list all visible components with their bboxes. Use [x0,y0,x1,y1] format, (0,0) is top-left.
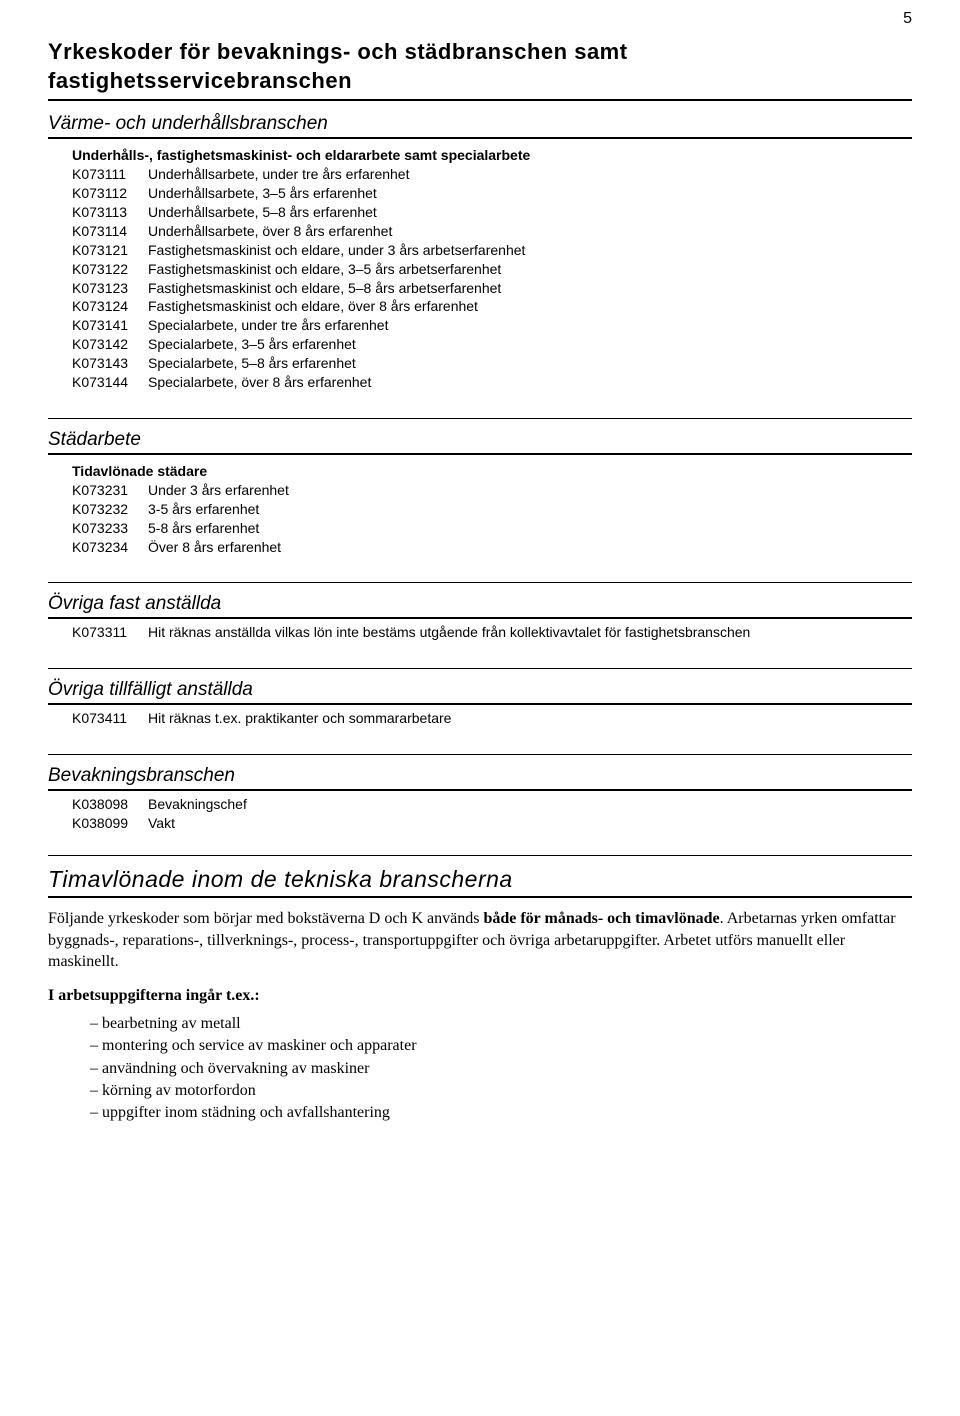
code-row: K073111Underhållsarbete, under tre års e… [72,165,912,184]
code-row: K073123Fastighetsmaskinist och eldare, 5… [72,279,912,298]
section-subheading: Tidavlönade städare [72,463,912,479]
code-text: Specialarbete, 3–5 års erfarenhet [148,335,356,354]
code-value: K073114 [72,222,148,241]
code-row: K073124Fastighetsmaskinist och eldare, ö… [72,297,912,316]
code-value: K073121 [72,241,148,260]
document-page: 5 Yrkeskoder för bevaknings- och städbra… [0,0,960,1165]
body-paragraph: Följande yrkeskoder som börjar med bokst… [48,908,912,973]
section-heading: Städarbete [48,418,912,455]
code-text: Specialarbete, 5–8 års erfarenhet [148,354,356,373]
code-value: K038099 [72,814,148,833]
code-row: K073121Fastighetsmaskinist och eldare, u… [72,241,912,260]
code-list: K073231Under 3 års erfarenhetK0732323-5 … [72,481,912,557]
code-value: K073411 [72,709,148,728]
code-value: K073232 [72,500,148,519]
dash-item: uppgifter inom städning och avfallshante… [90,1102,912,1124]
code-value: K073234 [72,538,148,557]
code-value: K073143 [72,354,148,373]
section-subheading: Underhålls-, fastighetsmaskinist- och el… [72,147,912,163]
code-text: Underhållsarbete, under tre års erfarenh… [148,165,409,184]
code-row: K073143Specialarbete, 5–8 års erfarenhet [72,354,912,373]
code-list: K073311Hit räknas anställda vilkas lön i… [72,623,912,642]
page-number: 5 [903,10,912,28]
code-row: K073122Fastighetsmaskinist och eldare, 3… [72,260,912,279]
code-text: Hit räknas t.ex. praktikanter och sommar… [148,709,451,728]
section-heading: Värme- och underhållsbranschen [48,109,912,139]
code-text: Fastighetsmaskinist och eldare, 5–8 års … [148,279,501,298]
code-list: K073411Hit räknas t.ex. praktikanter och… [72,709,912,728]
code-text: Specialarbete, över 8 års erfarenhet [148,373,371,392]
code-row: K073141Specialarbete, under tre års erfa… [72,316,912,335]
code-value: K073141 [72,316,148,335]
section-heading: Övriga tillfälligt anställda [48,668,912,705]
dash-list: bearbetning av metallmontering och servi… [90,1013,912,1125]
code-row: K0732323-5 års erfarenhet [72,500,912,519]
code-value: K073144 [72,373,148,392]
code-value: K073142 [72,335,148,354]
code-text: Vakt [148,814,175,833]
code-value: K073111 [72,165,148,184]
code-value: K073112 [72,184,148,203]
code-text: 5-8 års erfarenhet [148,519,259,538]
code-value: K073124 [72,297,148,316]
code-row: K073113Underhållsarbete, 5–8 års erfaren… [72,203,912,222]
section-heading: Bevakningsbranschen [48,754,912,791]
code-text: Underhållsarbete, 5–8 års erfarenhet [148,203,377,222]
code-row: K073142Specialarbete, 3–5 års erfarenhet [72,335,912,354]
dash-item: körning av motorfordon [90,1080,912,1102]
code-value: K073231 [72,481,148,500]
code-value: K073113 [72,203,148,222]
code-row: K073231Under 3 års erfarenhet [72,481,912,500]
dash-item: användning och övervakning av maskiner [90,1058,912,1080]
code-text: Bevakningschef [148,795,247,814]
code-value: K073311 [72,623,148,642]
code-text: Fastighetsmaskinist och eldare, 3–5 års … [148,260,501,279]
section-heading: Övriga fast anställda [48,582,912,619]
code-row: K038098Bevakningschef [72,795,912,814]
code-text: Underhållsarbete, 3–5 års erfarenhet [148,184,377,203]
big-section-heading: Timavlönade inom de tekniska branscherna [48,855,912,898]
code-text: Hit räknas anställda vilkas lön inte bes… [148,623,750,642]
code-list: K038098BevakningschefK038099Vakt [72,795,912,833]
code-list: K073111Underhållsarbete, under tre års e… [72,165,912,392]
dash-item: bearbetning av metall [90,1013,912,1035]
code-row: K073112Underhållsarbete, 3–5 års erfaren… [72,184,912,203]
code-row: K073311Hit räknas anställda vilkas lön i… [72,623,912,642]
code-text: Under 3 års erfarenhet [148,481,289,500]
code-row: K073234Över 8 års erfarenhet [72,538,912,557]
code-text: 3-5 års erfarenhet [148,500,259,519]
code-value: K038098 [72,795,148,814]
code-row: K073411Hit räknas t.ex. praktikanter och… [72,709,912,728]
code-row: K073114Underhållsarbete, över 8 års erfa… [72,222,912,241]
bold-intro-line: I arbetsuppgifterna ingår t.ex.: [48,987,912,1005]
code-value: K073123 [72,279,148,298]
sections-container: Värme- och underhållsbranschen Underhålls… [48,109,912,833]
code-value: K073233 [72,519,148,538]
code-row: K038099Vakt [72,814,912,833]
code-row: K073144Specialarbete, över 8 års erfaren… [72,373,912,392]
code-text: Fastighetsmaskinist och eldare, under 3 … [148,241,525,260]
code-text: Över 8 års erfarenhet [148,538,281,557]
paragraph-bold: både för månads- och timavlönade [483,910,719,927]
code-text: Fastighetsmaskinist och eldare, över 8 å… [148,297,478,316]
paragraph-pre: Följande yrkeskoder som börjar med bokst… [48,910,483,927]
code-row: K0732335-8 års erfarenhet [72,519,912,538]
main-title: Yrkeskoder för bevaknings- och städbrans… [48,38,912,101]
dash-item: montering och service av maskiner och ap… [90,1035,912,1057]
code-text: Specialarbete, under tre års erfarenhet [148,316,388,335]
code-text: Underhållsarbete, över 8 års erfarenhet [148,222,392,241]
code-value: K073122 [72,260,148,279]
